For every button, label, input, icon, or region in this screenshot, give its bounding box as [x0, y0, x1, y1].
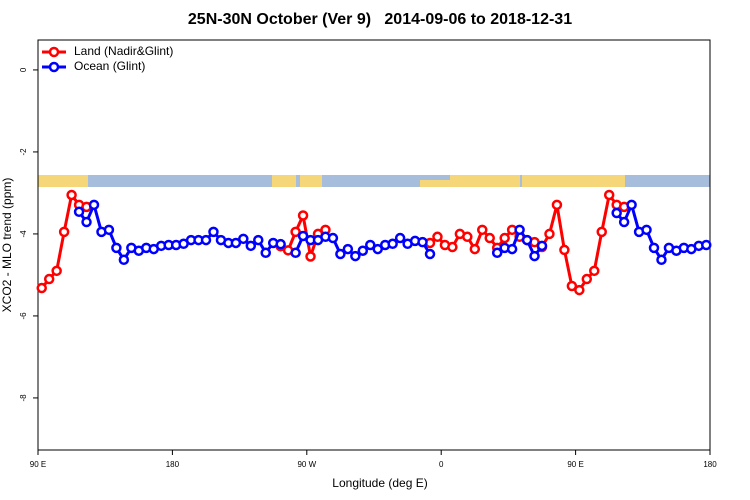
data-point — [81, 216, 92, 228]
data-point — [514, 224, 525, 236]
data-point — [260, 247, 271, 259]
data-point — [701, 239, 712, 251]
data-point — [387, 238, 398, 250]
data-point — [559, 244, 570, 256]
legend-marker — [48, 61, 60, 73]
data-point — [305, 251, 316, 262]
data-point — [469, 243, 481, 255]
data-point — [88, 199, 100, 211]
data-point — [365, 239, 376, 251]
data-point — [253, 234, 264, 246]
data-point — [200, 234, 212, 246]
x-tick-label: 90 E — [30, 460, 46, 469]
data-point — [275, 238, 286, 250]
data-point — [245, 240, 257, 252]
data-point — [36, 282, 47, 294]
data-point — [544, 228, 555, 240]
legend-label: Land (Nadir&Glint) — [74, 44, 173, 58]
data-point — [596, 226, 607, 238]
legend-marker — [48, 46, 60, 58]
data-point — [477, 224, 488, 236]
x-tick-label: 180 — [166, 460, 180, 469]
data-point — [350, 250, 361, 262]
y-tick-label: -2 — [19, 148, 28, 156]
data-point — [43, 273, 55, 285]
data-point — [626, 199, 637, 211]
x-tick-label: 90 E — [567, 460, 583, 469]
y-tick-label: 0 — [19, 67, 28, 72]
x-tick-label: 180 — [703, 460, 717, 469]
y-tick-label: -6 — [19, 312, 28, 320]
y-tick-label: -4 — [19, 230, 28, 238]
data-point — [327, 232, 339, 244]
data-point — [238, 233, 249, 245]
data-point — [394, 232, 406, 244]
data-point — [230, 237, 242, 249]
data-point — [611, 207, 622, 219]
data-point — [66, 189, 77, 201]
data-point — [290, 226, 301, 238]
data-point — [529, 250, 540, 262]
data-point — [506, 243, 518, 255]
data-point — [648, 242, 660, 254]
legend-label: Ocean (Glint) — [74, 59, 145, 73]
x-tick-label: 0 — [439, 460, 444, 469]
data-point — [51, 265, 62, 277]
data-point — [357, 245, 369, 256]
data-point — [432, 231, 443, 243]
y-tick-label: -8 — [19, 394, 28, 402]
data-point — [589, 265, 600, 277]
map-strip — [38, 175, 710, 187]
x-axis-label: Longitude (deg E) — [332, 476, 427, 490]
data-point — [566, 280, 578, 292]
data-point — [499, 232, 510, 244]
data-point — [574, 284, 585, 296]
data-point — [618, 216, 630, 228]
data-point — [551, 199, 563, 211]
data-point — [73, 206, 85, 218]
data-point — [521, 234, 533, 246]
data-point — [58, 226, 70, 238]
data-point — [335, 248, 346, 260]
data-point — [484, 232, 495, 244]
data-point — [372, 243, 383, 255]
data-point — [118, 254, 130, 266]
data-point — [603, 189, 615, 201]
data-point — [297, 210, 309, 221]
x-tick-label: 90 W — [297, 460, 316, 469]
data-point — [111, 242, 122, 254]
data-point — [290, 247, 301, 259]
data-point — [536, 240, 548, 252]
data-point — [641, 224, 652, 236]
data-point — [447, 241, 458, 253]
data-point — [417, 236, 428, 248]
data-point — [462, 231, 473, 243]
data-point — [656, 254, 667, 266]
data-point — [424, 248, 436, 260]
data-point — [581, 273, 593, 285]
data-point — [342, 243, 354, 255]
chart-title: 25N-30N October (Ver 9) 2014-09-06 to 20… — [188, 11, 572, 28]
y-axis-label: XCO2 - MLO trend (ppm) — [0, 178, 14, 313]
data-point — [491, 247, 503, 259]
data-point — [297, 230, 309, 242]
data-point — [103, 224, 115, 236]
data-point — [208, 226, 219, 238]
